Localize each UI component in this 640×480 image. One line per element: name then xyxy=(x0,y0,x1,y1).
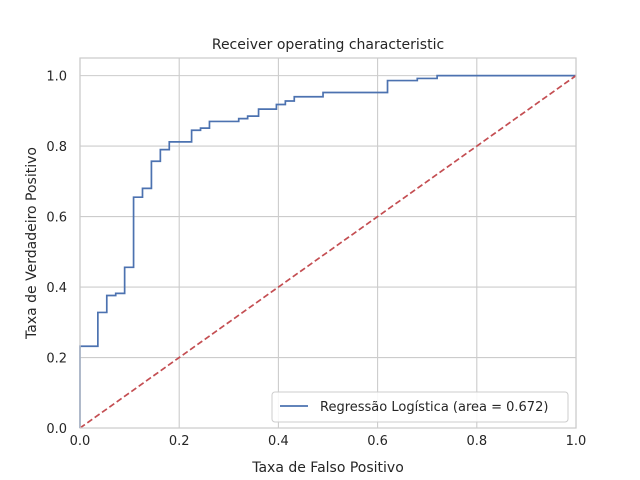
y-tick-label: 1.0 xyxy=(46,70,67,85)
chance-diagonal-line xyxy=(79,74,577,429)
x-tick-label: 0.8 xyxy=(466,434,487,449)
y-tick-label: 0.6 xyxy=(46,211,67,226)
y-tick-label: 0.4 xyxy=(46,281,67,296)
grid xyxy=(79,58,577,429)
series-layer xyxy=(79,74,577,429)
y-tick-label: 0.2 xyxy=(46,352,67,367)
chart-title: Receiver operating characteristic xyxy=(212,37,444,53)
y-tick-label: 0.8 xyxy=(46,140,67,155)
y-tick-label: 0.0 xyxy=(46,422,67,437)
roc-curve-line xyxy=(79,74,576,428)
y-axis-label: Taxa de Verdadeiro Positivo xyxy=(24,147,40,340)
x-axis-label: Taxa de Falso Positivo xyxy=(251,460,404,476)
x-tick-label: 0.6 xyxy=(367,434,388,449)
y-tick-labels: 0.0 0.2 0.4 0.6 0.8 1.0 xyxy=(46,70,67,437)
legend-entry-label: Regressão Logística (area = 0.672) xyxy=(320,400,548,415)
x-tick-label: 0.2 xyxy=(169,434,190,449)
x-tick-label: 1.0 xyxy=(566,434,587,449)
plot-frame xyxy=(79,57,577,429)
x-tick-label: 0.4 xyxy=(268,434,289,449)
legend-box xyxy=(271,391,569,423)
legend: Regressão Logística (area = 0.672) xyxy=(271,391,569,423)
x-tick-label: 0.0 xyxy=(70,434,91,449)
x-tick-labels: 0.0 0.2 0.4 0.6 0.8 1.0 xyxy=(70,434,587,449)
